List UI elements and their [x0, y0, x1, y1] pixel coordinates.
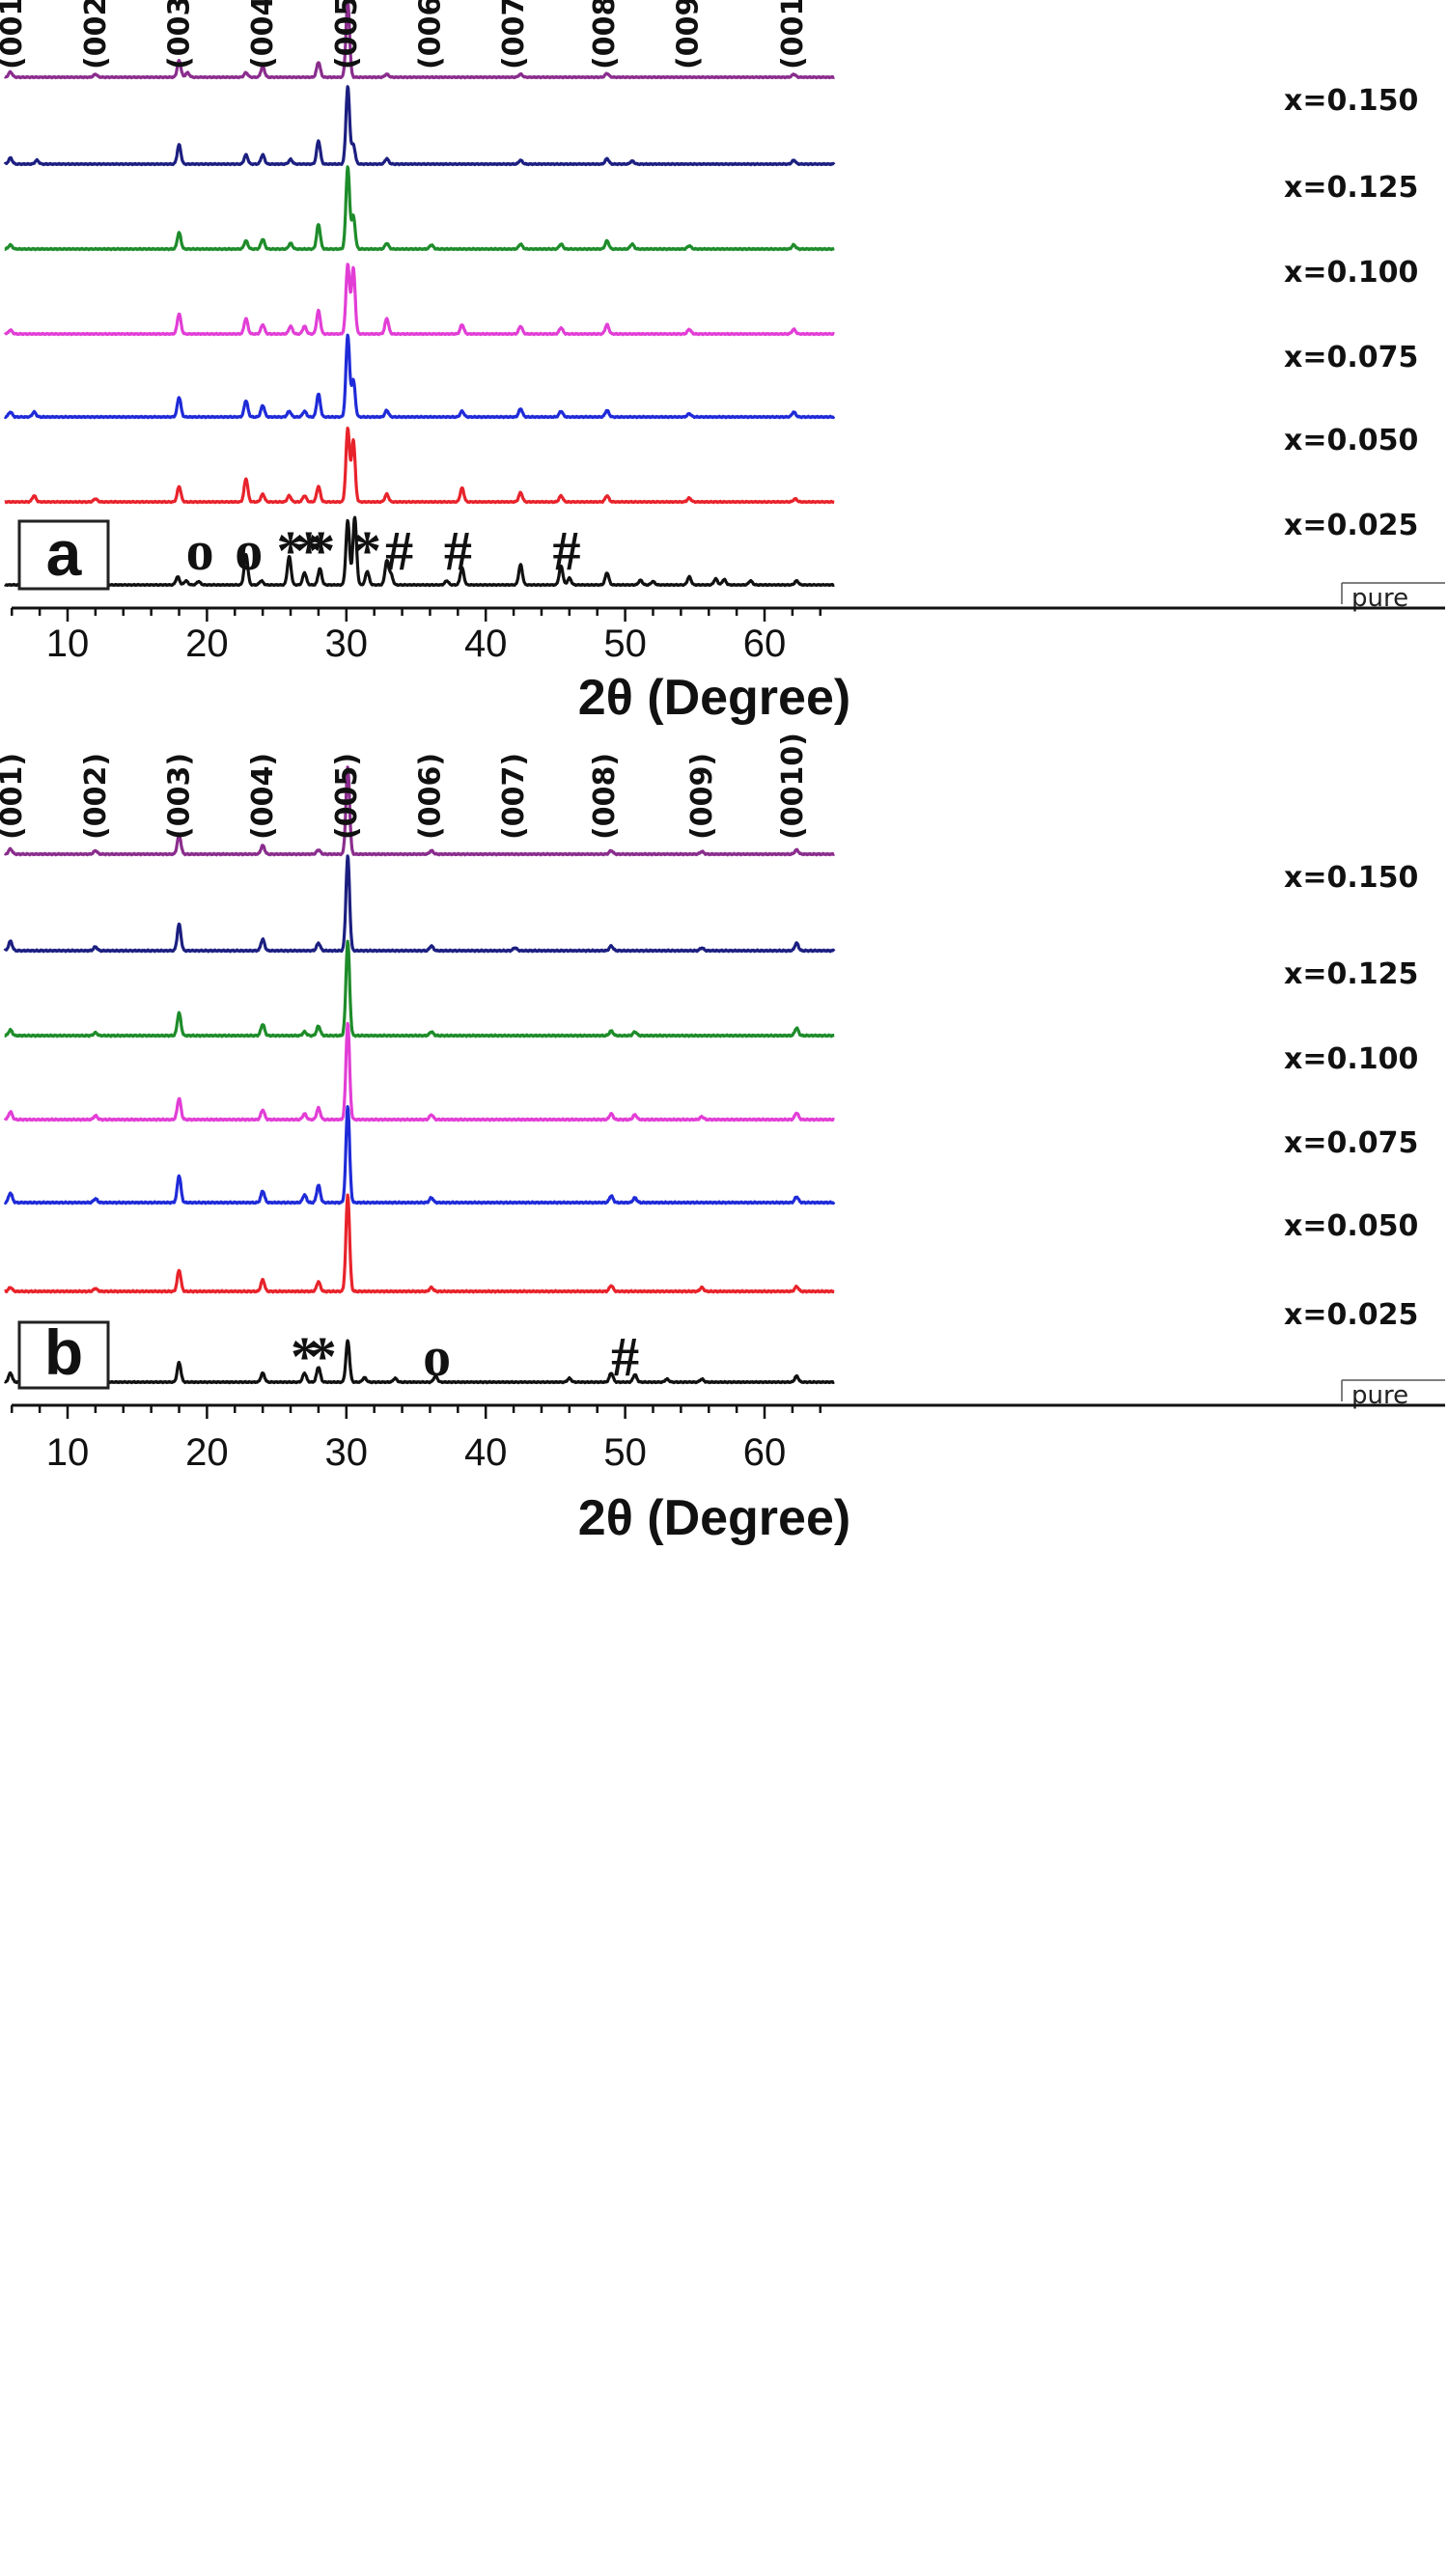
- panel-label-box: [17, 1320, 110, 1390]
- trace-x=0.125: [3, 854, 836, 954]
- hkl-label: (001): [0, 0, 29, 69]
- phase-marker: *: [277, 519, 305, 582]
- x-tick-label: 10: [46, 1431, 90, 1474]
- trace-pure: [3, 515, 836, 588]
- hkl-label: (002): [79, 753, 113, 840]
- panel-label-box: [17, 519, 110, 591]
- trace-label-x=0.150: x=0.150: [1284, 84, 1418, 118]
- phase-marker: *: [307, 519, 335, 582]
- trace-x=0.100: [3, 939, 836, 1039]
- x-tick-label: 10: [46, 623, 90, 665]
- x-tick-label: 60: [743, 623, 787, 665]
- trace-x=0.075: [3, 1021, 836, 1122]
- trace-label-x=0.025: x=0.025: [1284, 1298, 1418, 1332]
- trace-x=0.050: [3, 1105, 836, 1205]
- trace-x=0.025: [3, 1193, 836, 1294]
- x-tick-label: 50: [603, 623, 647, 665]
- panel-label: b: [44, 1316, 83, 1388]
- trace-label-x=0.125: x=0.125: [1284, 957, 1418, 991]
- hkl-label: (007): [497, 0, 531, 69]
- trace-label-x=0.075: x=0.075: [1284, 341, 1418, 374]
- hkl-label: (0010): [776, 733, 810, 840]
- x-tick-label: 40: [464, 1431, 508, 1474]
- hkl-label: (008): [588, 753, 622, 840]
- trace-x=0.050: [3, 333, 836, 420]
- trace-label-x=0.100: x=0.100: [1284, 1042, 1418, 1076]
- pure-bracket: [1341, 582, 1445, 604]
- hkl-label: (002): [79, 0, 113, 69]
- phase-marker: *: [353, 519, 381, 582]
- x-tick-label: 60: [743, 1431, 787, 1474]
- trace-label-x=0.150: x=0.150: [1284, 861, 1418, 895]
- phase-marker: #: [444, 519, 472, 582]
- trace-x=0.125: [3, 85, 836, 167]
- phase-marker: *: [291, 1325, 319, 1388]
- hkl-label: (006): [413, 753, 447, 840]
- trace-pure: [3, 1339, 836, 1385]
- x-tick-label: 40: [464, 623, 508, 665]
- trace-label-x=0.100: x=0.100: [1284, 256, 1418, 290]
- hkl-label: (003): [163, 0, 197, 69]
- hkl-label: (0010): [776, 0, 810, 69]
- phase-marker: o: [235, 519, 263, 582]
- panel-label: a: [46, 517, 83, 589]
- pure-bracket: [1341, 1379, 1445, 1401]
- trace-x=0.025: [3, 427, 836, 505]
- x-tick-label: 50: [603, 1431, 647, 1474]
- trace-label-x=0.050: x=0.050: [1284, 424, 1418, 457]
- trace-x=0.150: [3, 0, 836, 80]
- phase-marker: o: [423, 1325, 451, 1388]
- hkl-label: (001): [0, 753, 29, 840]
- x-tick-label: 30: [325, 1431, 369, 1474]
- phase-marker: o: [186, 519, 214, 582]
- hkl-label: (006): [413, 0, 447, 69]
- phase-marker: #: [552, 519, 580, 582]
- hkl-label: (005): [330, 0, 364, 69]
- x-axis-title: 2θ (Degree): [578, 670, 850, 726]
- panel-b: purex=0.025x=0.050x=0.075x=0.100x=0.125x…: [0, 733, 1445, 1546]
- hkl-label: (008): [588, 0, 622, 69]
- trace-x=0.075: [3, 263, 836, 337]
- hkl-label: (009): [685, 753, 719, 840]
- phase-marker: #: [385, 519, 413, 582]
- x-tick-label: 30: [325, 623, 369, 665]
- phase-marker: *: [309, 1325, 337, 1388]
- trace-x=0.150: [3, 765, 836, 857]
- panel-a: purex=0.025x=0.050x=0.075x=0.100x=0.125x…: [0, 0, 1445, 726]
- trace-label-x=0.025: x=0.025: [1284, 509, 1418, 542]
- trace-label-x=0.075: x=0.075: [1284, 1126, 1418, 1160]
- x-tick-label: 20: [185, 623, 229, 665]
- hkl-label: (003): [163, 753, 197, 840]
- x-axis-title: 2θ (Degree): [578, 1490, 850, 1546]
- hkl-label: (004): [246, 0, 280, 69]
- hkl-label: (004): [246, 753, 280, 840]
- hkl-label: (009): [672, 0, 706, 69]
- hkl-label: (005): [330, 753, 364, 840]
- trace-label-x=0.050: x=0.050: [1284, 1209, 1418, 1243]
- trace-x=0.100: [3, 165, 836, 252]
- phase-marker: #: [611, 1325, 639, 1388]
- trace-label-x=0.125: x=0.125: [1284, 171, 1418, 205]
- x-tick-label: 20: [185, 1431, 229, 1474]
- hkl-label: (007): [497, 753, 531, 840]
- phase-marker: *: [294, 519, 322, 582]
